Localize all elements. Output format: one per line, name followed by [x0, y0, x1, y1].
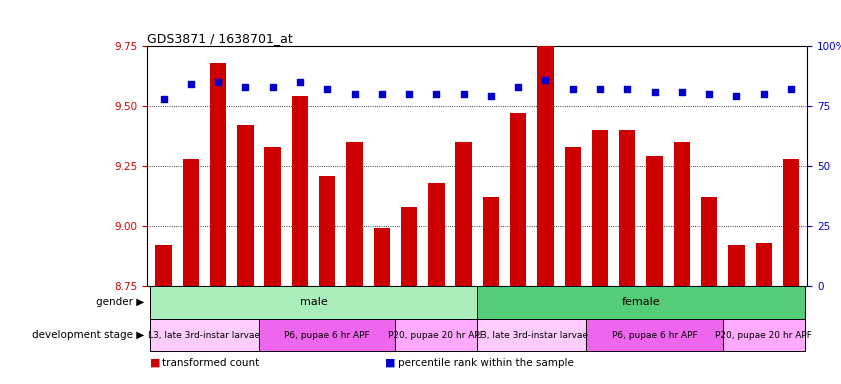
Point [511, 84, 525, 90]
Bar [156, 245, 172, 286]
Bar [728, 245, 744, 286]
Bar [483, 197, 499, 286]
Bar [150, 319, 259, 351]
Bar [319, 175, 336, 286]
Point [539, 76, 553, 83]
Bar [619, 130, 636, 286]
Bar [755, 243, 772, 286]
Point [320, 86, 334, 92]
Text: P6, pupae 6 hr APF: P6, pupae 6 hr APF [611, 331, 697, 339]
Bar [150, 286, 477, 319]
Bar [395, 319, 477, 351]
Text: ■: ■ [150, 358, 160, 368]
Text: P6, pupae 6 hr APF: P6, pupae 6 hr APF [284, 331, 370, 339]
Point [566, 86, 579, 92]
Point [702, 91, 716, 97]
Point [375, 91, 389, 97]
Point [621, 86, 634, 92]
Bar [647, 157, 663, 286]
Bar [537, 17, 553, 286]
Bar [592, 130, 608, 286]
Bar [401, 207, 417, 286]
Bar [564, 147, 581, 286]
Point [156, 96, 170, 102]
Point [402, 91, 415, 97]
Bar [237, 125, 254, 286]
Text: female: female [621, 297, 660, 308]
Point [457, 91, 470, 97]
Bar [722, 319, 805, 351]
Text: L3, late 3rd-instar larvae: L3, late 3rd-instar larvae [148, 331, 261, 339]
Text: gender ▶: gender ▶ [96, 297, 144, 308]
Point [266, 84, 279, 90]
Text: percentile rank within the sample: percentile rank within the sample [398, 358, 574, 368]
Bar [674, 142, 690, 286]
Bar [701, 197, 717, 286]
Bar [783, 159, 799, 286]
Text: P20, pupae 20 hr APF: P20, pupae 20 hr APF [388, 331, 484, 339]
Point [648, 89, 661, 95]
Bar [456, 142, 472, 286]
Bar [182, 159, 199, 286]
Bar [510, 113, 526, 286]
Text: development stage ▶: development stage ▶ [32, 330, 144, 340]
Text: P20, pupae 20 hr APF: P20, pupae 20 hr APF [716, 331, 812, 339]
Text: transformed count: transformed count [162, 358, 260, 368]
Point [211, 79, 225, 85]
Bar [259, 319, 395, 351]
Bar [373, 228, 390, 286]
Text: GDS3871 / 1638701_at: GDS3871 / 1638701_at [147, 32, 293, 45]
Bar [292, 96, 308, 286]
Bar [428, 183, 445, 286]
Point [757, 91, 770, 97]
Point [430, 91, 443, 97]
Text: L3, late 3rd-instar larvae: L3, late 3rd-instar larvae [476, 331, 588, 339]
Point [593, 86, 606, 92]
Point [484, 93, 498, 99]
Point [348, 91, 362, 97]
Bar [477, 319, 586, 351]
Point [730, 93, 743, 99]
Point [294, 79, 307, 85]
Bar [346, 142, 362, 286]
Point [675, 89, 689, 95]
Text: ■: ■ [385, 358, 395, 368]
Bar [477, 286, 805, 319]
Point [239, 84, 252, 90]
Bar [210, 63, 226, 286]
Point [785, 86, 798, 92]
Point [184, 81, 198, 88]
Text: male: male [299, 297, 327, 308]
Bar [586, 319, 722, 351]
Bar [264, 147, 281, 286]
